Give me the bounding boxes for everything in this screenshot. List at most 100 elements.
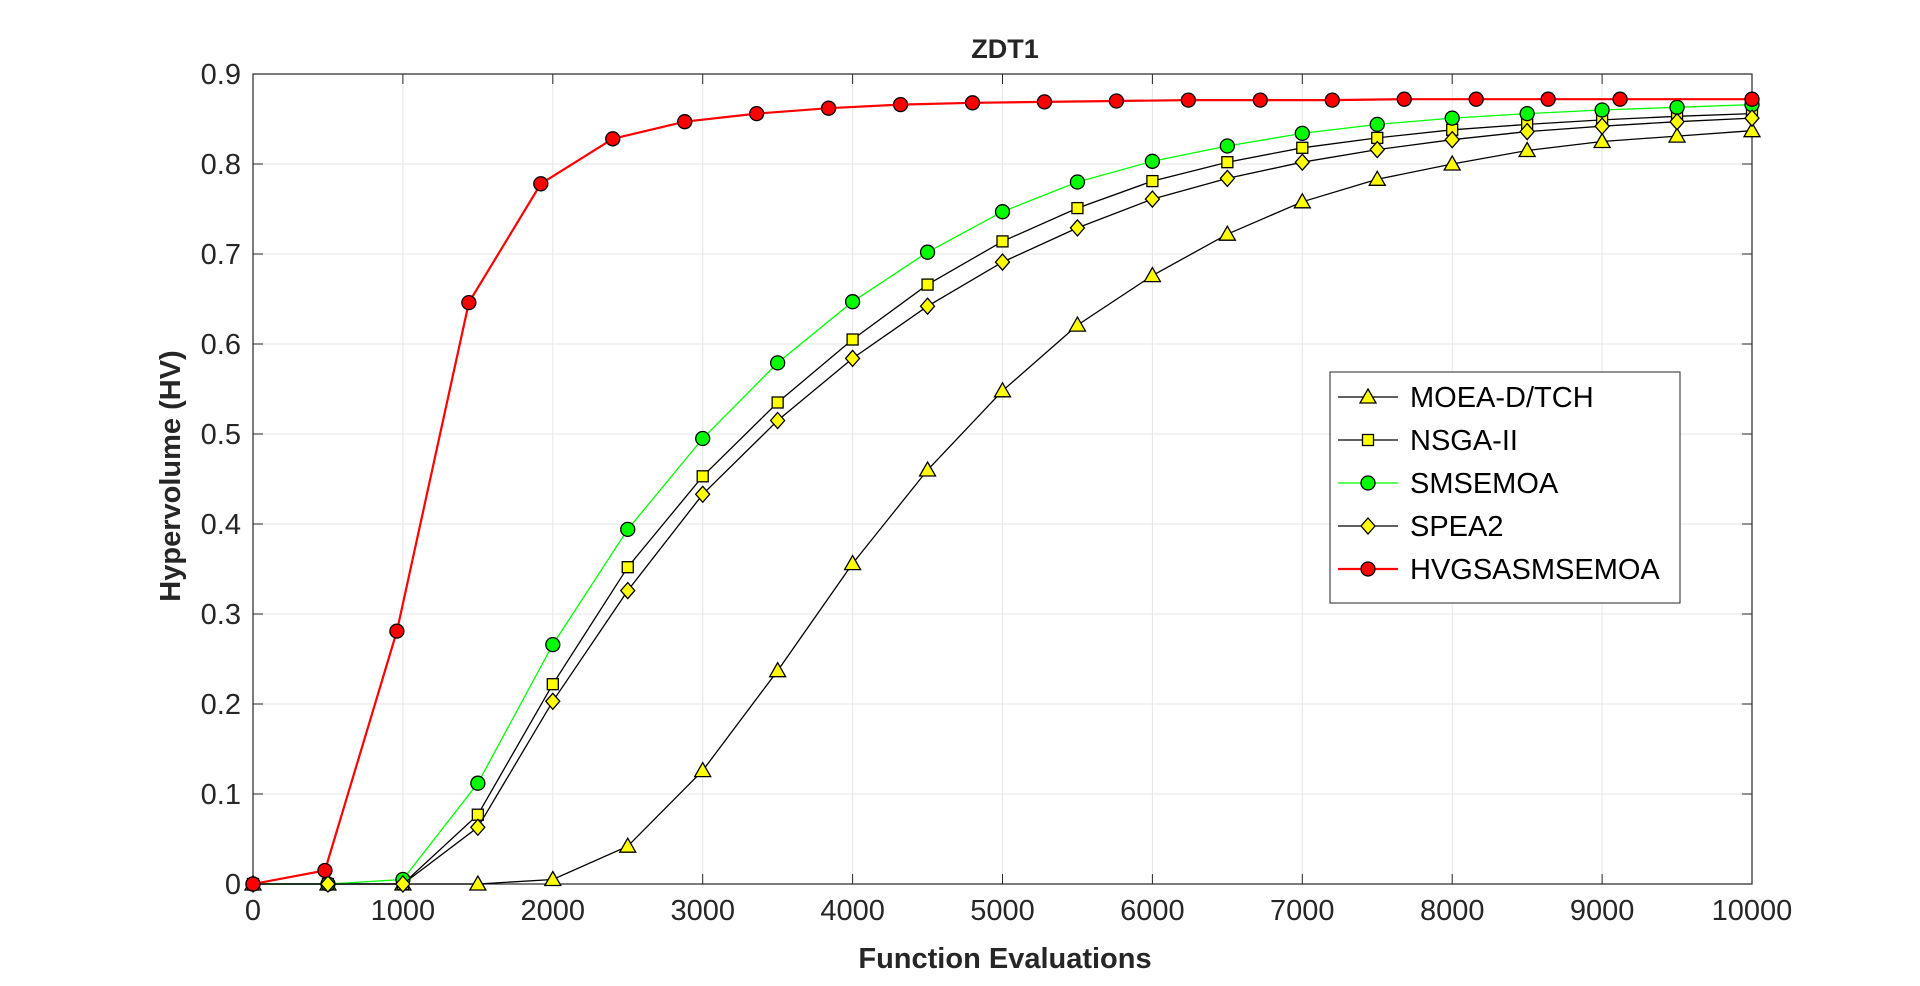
data-point bbox=[921, 278, 934, 291]
y-tick-label: 0.4 bbox=[201, 509, 241, 541]
plot-area-frame bbox=[252, 73, 1753, 885]
data-point bbox=[1742, 121, 1762, 138]
y-tick-label: 0.9 bbox=[201, 59, 241, 91]
data-point bbox=[918, 460, 937, 477]
data-point bbox=[1296, 141, 1309, 154]
data-point bbox=[1221, 156, 1234, 169]
data-point bbox=[470, 775, 486, 791]
data-point bbox=[543, 870, 562, 887]
data-point bbox=[620, 521, 636, 538]
data-point bbox=[694, 485, 711, 504]
data-point bbox=[468, 874, 487, 891]
data-point bbox=[844, 349, 861, 368]
data-point bbox=[696, 470, 709, 483]
data-point bbox=[1069, 218, 1086, 237]
x-tick-label: 9000 bbox=[1570, 895, 1635, 927]
tick-labels: 0 1000 2000 3000 4000 5000 6000 7000 8000 9000 100… bbox=[201, 59, 1793, 927]
data-point bbox=[993, 381, 1012, 398]
data-point bbox=[843, 554, 862, 571]
data-point bbox=[994, 253, 1011, 272]
x-axis-label: Function Evaluations bbox=[858, 943, 1151, 975]
legend-item: SPEA2 bbox=[1338, 511, 1504, 543]
x-tick-label: 3000 bbox=[670, 895, 735, 927]
data-point bbox=[1669, 99, 1685, 115]
data-point bbox=[693, 761, 712, 778]
y-tick-label: 0.7 bbox=[201, 239, 241, 271]
y-tick-label: 0.5 bbox=[201, 419, 241, 451]
data-point bbox=[1252, 92, 1268, 108]
data-point bbox=[1144, 153, 1161, 169]
data-point bbox=[1594, 102, 1610, 118]
data-point bbox=[546, 678, 559, 691]
data-point bbox=[1180, 92, 1197, 108]
data-point bbox=[1443, 154, 1462, 171]
legend-item: MOEA-D/TCH bbox=[1338, 382, 1594, 414]
data-point bbox=[919, 244, 936, 260]
data-point bbox=[892, 96, 909, 113]
legend: MOEA-D/TCH NSGA-II SMSEMOA SPEA2 HVGSASMSEMO… bbox=[1329, 371, 1681, 604]
data-point bbox=[619, 581, 636, 600]
data-point bbox=[1324, 92, 1340, 108]
data-point bbox=[1368, 169, 1387, 186]
data-point bbox=[1218, 224, 1237, 241]
data-point bbox=[469, 818, 486, 837]
legend-marker bbox=[1358, 387, 1378, 404]
series-lines bbox=[243, 91, 1762, 893]
data-point bbox=[994, 204, 1011, 220]
data-point bbox=[1294, 125, 1310, 142]
data-point bbox=[1444, 130, 1461, 149]
data-point bbox=[964, 95, 981, 111]
data-point bbox=[1468, 91, 1484, 107]
y-tick-label: 0.8 bbox=[201, 149, 241, 181]
y-axis-label: Hypervolume (HV) bbox=[155, 350, 187, 601]
series-spea2 bbox=[245, 109, 1760, 893]
data-point bbox=[1071, 201, 1084, 215]
data-point bbox=[1144, 190, 1161, 209]
x-tick-label: 4000 bbox=[820, 895, 885, 927]
x-tick-label: 8000 bbox=[1420, 895, 1485, 927]
y-tick-label: 0.2 bbox=[201, 689, 241, 721]
data-point bbox=[1143, 266, 1162, 283]
legend-label: NSGA-II bbox=[1410, 425, 1518, 457]
data-point bbox=[545, 636, 561, 653]
data-point bbox=[618, 836, 637, 853]
legend-marker bbox=[1360, 517, 1376, 535]
x-tick-label: 5000 bbox=[970, 895, 1035, 927]
data-point bbox=[695, 430, 711, 447]
data-point bbox=[1369, 140, 1386, 159]
data-point bbox=[768, 661, 787, 678]
data-point bbox=[245, 876, 261, 892]
series-hvgsasmsemoa bbox=[245, 91, 1760, 892]
legend-marker bbox=[1360, 561, 1376, 577]
x-tick-label: 7000 bbox=[1270, 895, 1335, 927]
data-point bbox=[1592, 132, 1612, 149]
legend-label: HVGSASMSEMOA bbox=[1410, 554, 1660, 586]
data-point bbox=[846, 333, 859, 346]
data-point bbox=[395, 875, 411, 893]
y-tick-label: 0.3 bbox=[201, 599, 241, 631]
data-point bbox=[1069, 174, 1086, 190]
legend-item: NSGA-II bbox=[1338, 425, 1518, 457]
x-tick-label: 6000 bbox=[1120, 895, 1185, 927]
data-point bbox=[1293, 192, 1312, 209]
data-point bbox=[1669, 112, 1685, 131]
data-point bbox=[919, 297, 936, 316]
data-point bbox=[770, 355, 786, 371]
data-point bbox=[749, 105, 765, 122]
data-point bbox=[533, 176, 549, 192]
x-tick-label: 2000 bbox=[521, 895, 586, 927]
data-point bbox=[677, 114, 693, 130]
data-point bbox=[1219, 169, 1236, 188]
data-point bbox=[769, 411, 786, 430]
data-point bbox=[820, 100, 837, 116]
data-point bbox=[1612, 91, 1628, 107]
data-point bbox=[771, 396, 784, 409]
data-point bbox=[605, 131, 621, 147]
legend-item: SMSEMOA bbox=[1338, 468, 1559, 500]
data-point bbox=[844, 294, 861, 310]
data-point bbox=[996, 235, 1009, 248]
x-tick-label: 1000 bbox=[371, 895, 436, 927]
data-point bbox=[1667, 126, 1687, 143]
data-point bbox=[1444, 110, 1460, 126]
